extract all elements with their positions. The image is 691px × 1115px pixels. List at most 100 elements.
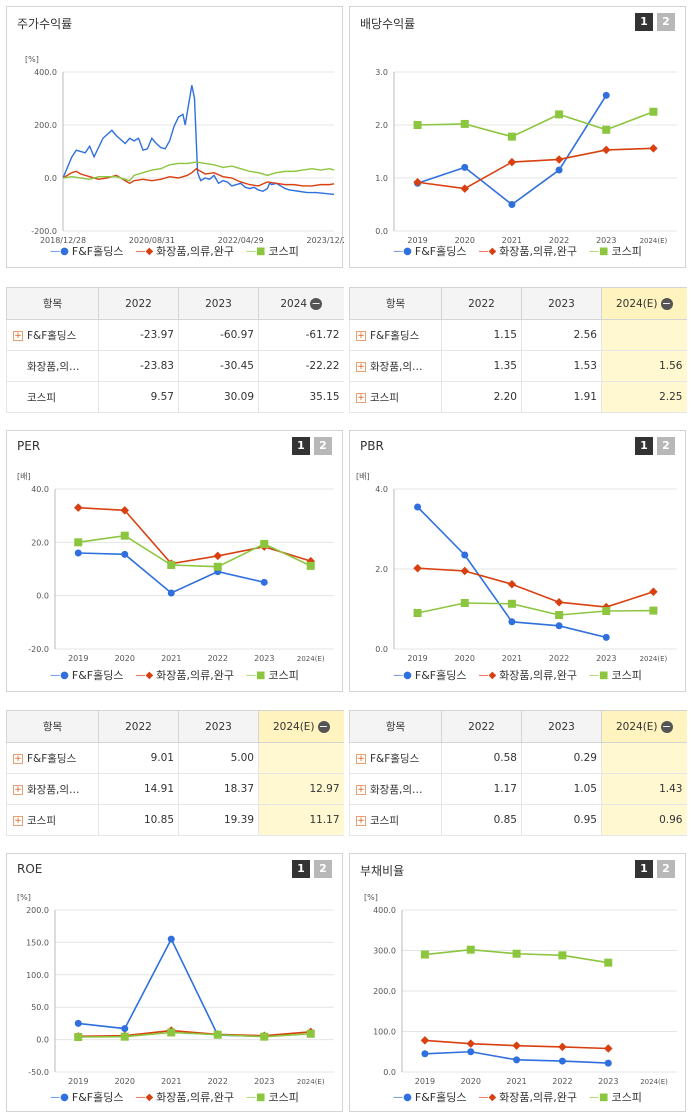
x-tick-label: 2021 — [161, 1077, 181, 1086]
collapse-icon[interactable]: − — [660, 719, 673, 733]
pbr-table: 항목 2022 2023 2024(E) − + F&F홀딩스 0.58 0.29 + 화장품,의…… — [349, 710, 687, 836]
row-name-cell[interactable]: + 화장품,의… — [6, 773, 99, 805]
y-tick-label: 100.0 — [26, 971, 49, 980]
row-name-cell[interactable]: + 화장품,의… — [349, 773, 442, 805]
collapse-icon[interactable]: − — [310, 296, 323, 310]
y-tick-label: 200.0 — [34, 121, 57, 130]
series-line-cos — [78, 1029, 311, 1038]
row-name-cell[interactable]: + F&F홀딩스 — [349, 319, 442, 351]
point-cos — [554, 597, 564, 607]
row-name-cell[interactable]: 코스피 — [6, 381, 99, 413]
y-tick-label: 0.0 — [383, 1068, 396, 1077]
legend-item-fnf[interactable]: —● F&F홀딩스 — [50, 667, 123, 683]
point-kospi — [555, 110, 564, 119]
x-tick-label: 2023 — [254, 654, 274, 663]
row-name-cell[interactable]: + 화장품,의… — [349, 350, 442, 382]
legend-item-fnf[interactable]: —● F&F홀딩스 — [50, 1089, 123, 1105]
x-tick-label: 2022 — [549, 654, 569, 663]
x-tick-label: 2023 — [596, 236, 616, 245]
collapse-icon[interactable]: − — [317, 719, 330, 733]
point-fnf — [602, 633, 610, 641]
legend-item-kospi[interactable]: —■ 코스피 — [589, 243, 642, 259]
legend-item-kospi[interactable]: —■ 코스피 — [246, 667, 299, 683]
expand-plus-icon[interactable]: + — [356, 392, 366, 403]
x-tick-label: 2022 — [552, 1077, 572, 1086]
point-fnf — [508, 201, 516, 208]
chart-toggle-2-button[interactable]: 2 — [657, 13, 675, 31]
chart-toggle-2-button[interactable]: 2 — [657, 860, 675, 878]
legend-item-fnf[interactable]: —● F&F홀딩스 — [393, 1089, 466, 1105]
row-name-cell[interactable]: + 코스피 — [349, 381, 442, 413]
row-name-cell[interactable]: + 코스피 — [349, 804, 442, 836]
row-name-cell[interactable]: + F&F홀딩스 — [6, 319, 99, 351]
point-kospi — [604, 958, 613, 967]
point-fnf — [602, 91, 610, 99]
table-row: + 화장품,의… 1.35 1.53 1.56 — [349, 350, 687, 382]
legend-item-kospi[interactable]: —■ 코스피 — [589, 1089, 642, 1105]
legend-item-fnf[interactable]: —● F&F홀딩스 — [50, 243, 123, 259]
row-name-cell[interactable]: + F&F홀딩스 — [349, 742, 442, 774]
point-fnf — [421, 1050, 429, 1058]
legend-item-cos[interactable]: —◆ 화장품,의류,완구 — [135, 243, 234, 259]
row-name-cell[interactable]: + F&F홀딩스 — [6, 742, 99, 774]
chart-toggle-group: 1 2 — [635, 860, 675, 878]
legend-item-cos[interactable]: —◆ 화장품,의류,완구 — [478, 667, 577, 683]
chart-toggle-1-button[interactable]: 1 — [635, 13, 653, 31]
chart-toggle-2-button[interactable]: 2 — [314, 860, 332, 878]
point-fnf — [121, 550, 129, 558]
point-kospi — [649, 107, 658, 116]
legend-item-cos[interactable]: —◆ 화장품,의류,완구 — [478, 243, 577, 259]
expand-plus-icon[interactable]: + — [356, 361, 366, 372]
point-fnf — [461, 163, 469, 171]
point-kospi — [420, 950, 429, 959]
expand-plus-icon[interactable]: + — [13, 330, 23, 341]
point-kospi — [306, 561, 315, 570]
legend-item-cos[interactable]: —◆ 화장품,의류,완구 — [135, 1089, 234, 1105]
x-tick-label: 2023 — [598, 1077, 618, 1086]
legend-label: F&F홀딩스 — [414, 1091, 467, 1104]
expand-plus-icon[interactable]: + — [356, 330, 366, 341]
collapse-icon[interactable]: − — [660, 296, 673, 310]
chart-toggle-1-button[interactable]: 1 — [635, 860, 653, 878]
legend-item-kospi[interactable]: —■ 코스피 — [589, 667, 642, 683]
expand-plus-icon[interactable]: + — [13, 753, 23, 764]
chart-toggle-2-button[interactable]: 2 — [657, 437, 675, 455]
row-name-cell[interactable]: 화장품,의… — [6, 350, 99, 382]
dividend-chart: 3.0 2.0 1.0 0.0 2019 2020 2021 2022 2023 2024(E) — [375, 68, 677, 245]
legend-item-cos[interactable]: —◆ 화장품,의류,완구 — [135, 667, 234, 683]
legend-marker-icon: —◆ — [478, 245, 497, 257]
expand-plus-icon[interactable]: + — [356, 753, 366, 764]
point-kospi — [507, 599, 516, 608]
legend-item-kospi[interactable]: —■ 코스피 — [246, 1089, 299, 1105]
point-cos — [420, 1036, 430, 1045]
legend-item-fnf[interactable]: —● F&F홀딩스 — [393, 243, 466, 259]
value-cell: 14.91 — [98, 773, 179, 805]
chart-toggle-1-button[interactable]: 1 — [635, 437, 653, 455]
legend-item-cos[interactable]: —◆ 화장품,의류,완구 — [478, 1089, 577, 1105]
expand-plus-icon[interactable]: + — [356, 815, 366, 826]
value-cell: 0.96 — [601, 804, 687, 836]
legend-label: 코스피 — [611, 245, 642, 258]
value-cell: 1.15 — [441, 319, 522, 351]
x-tick-label: 2024(E) — [297, 655, 325, 663]
chart-toggle-1-button[interactable]: 1 — [292, 860, 310, 878]
chart-toggle-1-button[interactable]: 1 — [292, 437, 310, 455]
table-header-cell: 2023 — [178, 287, 259, 320]
expand-plus-icon[interactable]: + — [13, 815, 23, 826]
expand-plus-icon[interactable]: + — [13, 784, 23, 795]
chart-toggle-2-button[interactable]: 2 — [314, 437, 332, 455]
legend-marker-icon: —● — [50, 1091, 69, 1103]
legend-item-kospi[interactable]: —■ 코스피 — [246, 243, 299, 259]
point-kospi — [120, 531, 129, 540]
value-cell: 1.35 — [441, 350, 522, 382]
legend-item-fnf[interactable]: —● F&F홀딩스 — [393, 667, 466, 683]
expand-plus-icon[interactable]: + — [356, 784, 366, 795]
row-name-cell[interactable]: + 코스피 — [6, 804, 99, 836]
chart-legend: —● F&F홀딩스 —◆ 화장품,의류,완구 —■ 코스피 — [350, 667, 685, 683]
point-cos — [413, 563, 422, 573]
point-kospi — [558, 951, 567, 960]
series-cos — [420, 1036, 613, 1053]
legend-label: F&F홀딩스 — [414, 669, 467, 682]
series-kospi — [62, 161, 335, 182]
